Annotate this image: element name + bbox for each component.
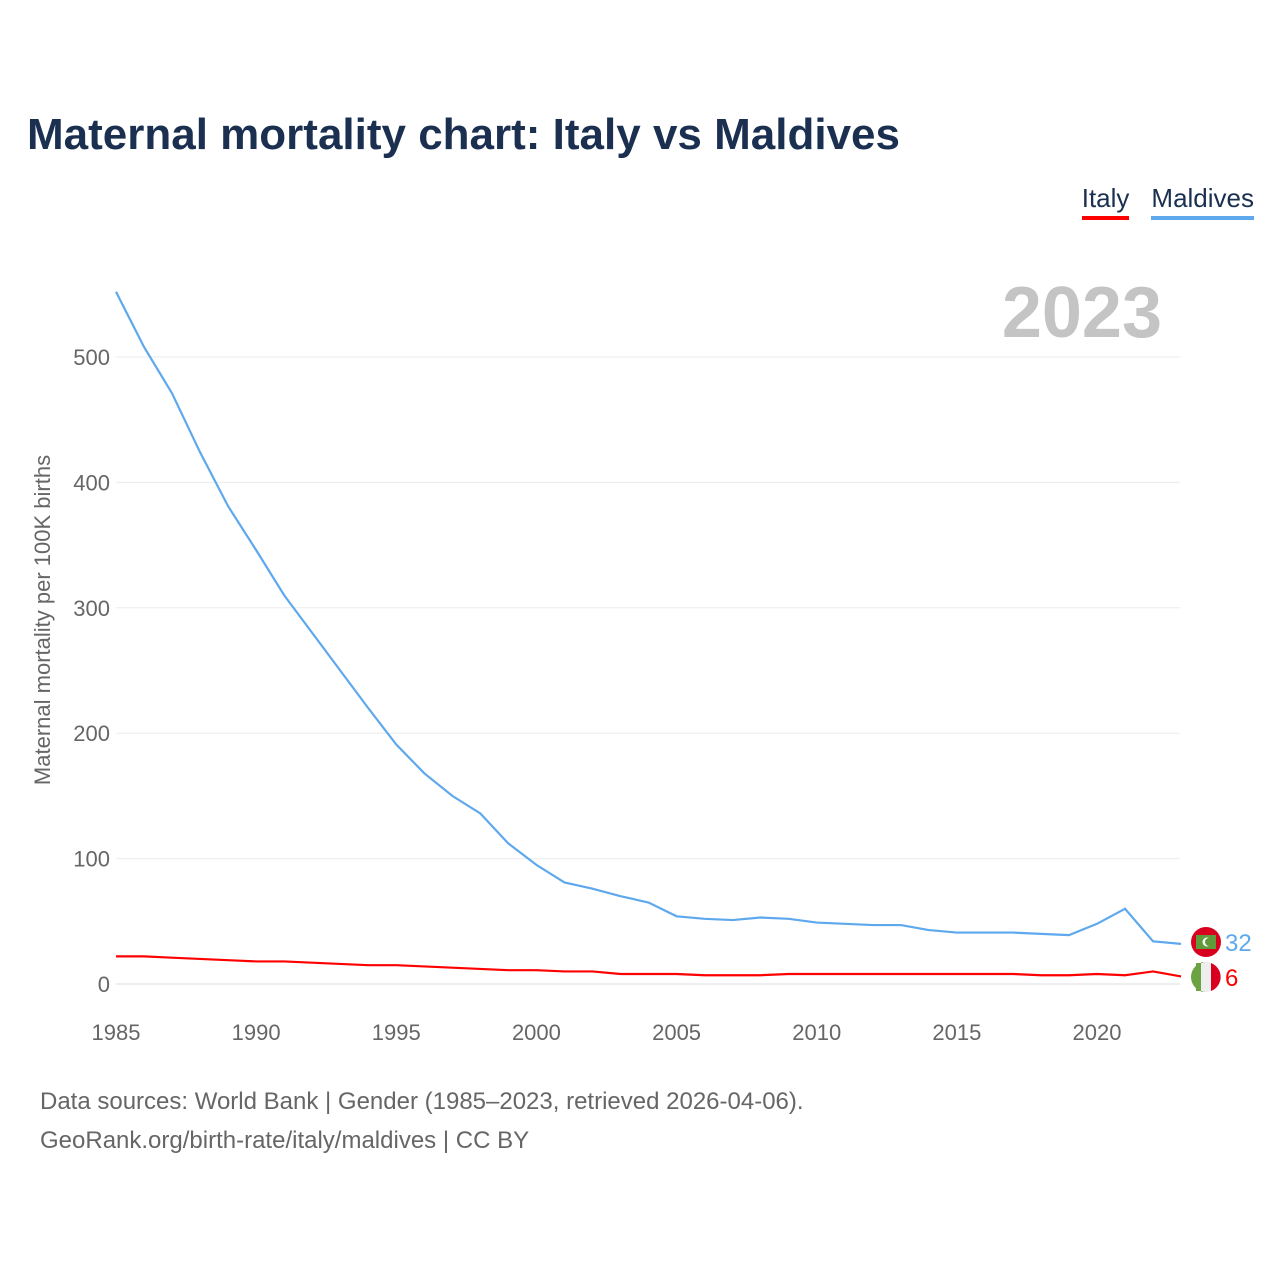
flag-italy-icon xyxy=(1191,962,1221,992)
series-line-italy xyxy=(116,955,1182,978)
chart-title: Maternal mortality chart: Italy vs Maldi… xyxy=(27,110,900,159)
y-tick-label: 200 xyxy=(73,721,110,746)
y-tick-label: 400 xyxy=(73,470,110,495)
end-value-label-italy: 6 xyxy=(1225,965,1238,992)
legend-item-italy[interactable]: Italy xyxy=(1081,183,1130,220)
x-tick-label: 2005 xyxy=(652,1020,701,1045)
legend-item-maldives[interactable]: Maldives xyxy=(1151,183,1254,220)
y-tick-label: 0 xyxy=(98,972,110,997)
x-tick-label: 2020 xyxy=(1073,1020,1122,1045)
flag-maldives-icon xyxy=(1191,927,1221,957)
data-source-text: Data sources: World Bank | Gender (1985–… xyxy=(40,1088,804,1115)
crescent-cut xyxy=(1205,938,1213,946)
series-line-maldives xyxy=(115,291,1182,945)
x-tick-label: 1995 xyxy=(372,1020,421,1045)
x-tick-label: 1985 xyxy=(92,1020,141,1045)
x-tick-label: 2015 xyxy=(932,1020,981,1045)
y-axis-label: Maternal mortality per 100K births xyxy=(30,455,55,785)
flag-red xyxy=(1211,963,1221,991)
year-label: 2023 xyxy=(1001,273,1162,353)
x-tick-label: 2000 xyxy=(512,1020,561,1045)
y-tick-label: 300 xyxy=(73,596,110,621)
legend: Italy Maldives xyxy=(1081,183,1254,220)
x-tick-label: 2010 xyxy=(792,1020,841,1045)
flag-green xyxy=(1196,963,1201,991)
end-value-label-maldives: 32 xyxy=(1225,930,1252,957)
y-tick-label: 100 xyxy=(73,847,110,872)
y-tick-label: 500 xyxy=(73,345,110,370)
x-tick-label: 1990 xyxy=(232,1020,281,1045)
credit-text[interactable]: GeoRank.org/birth-rate/italy/maldives | … xyxy=(40,1127,530,1154)
